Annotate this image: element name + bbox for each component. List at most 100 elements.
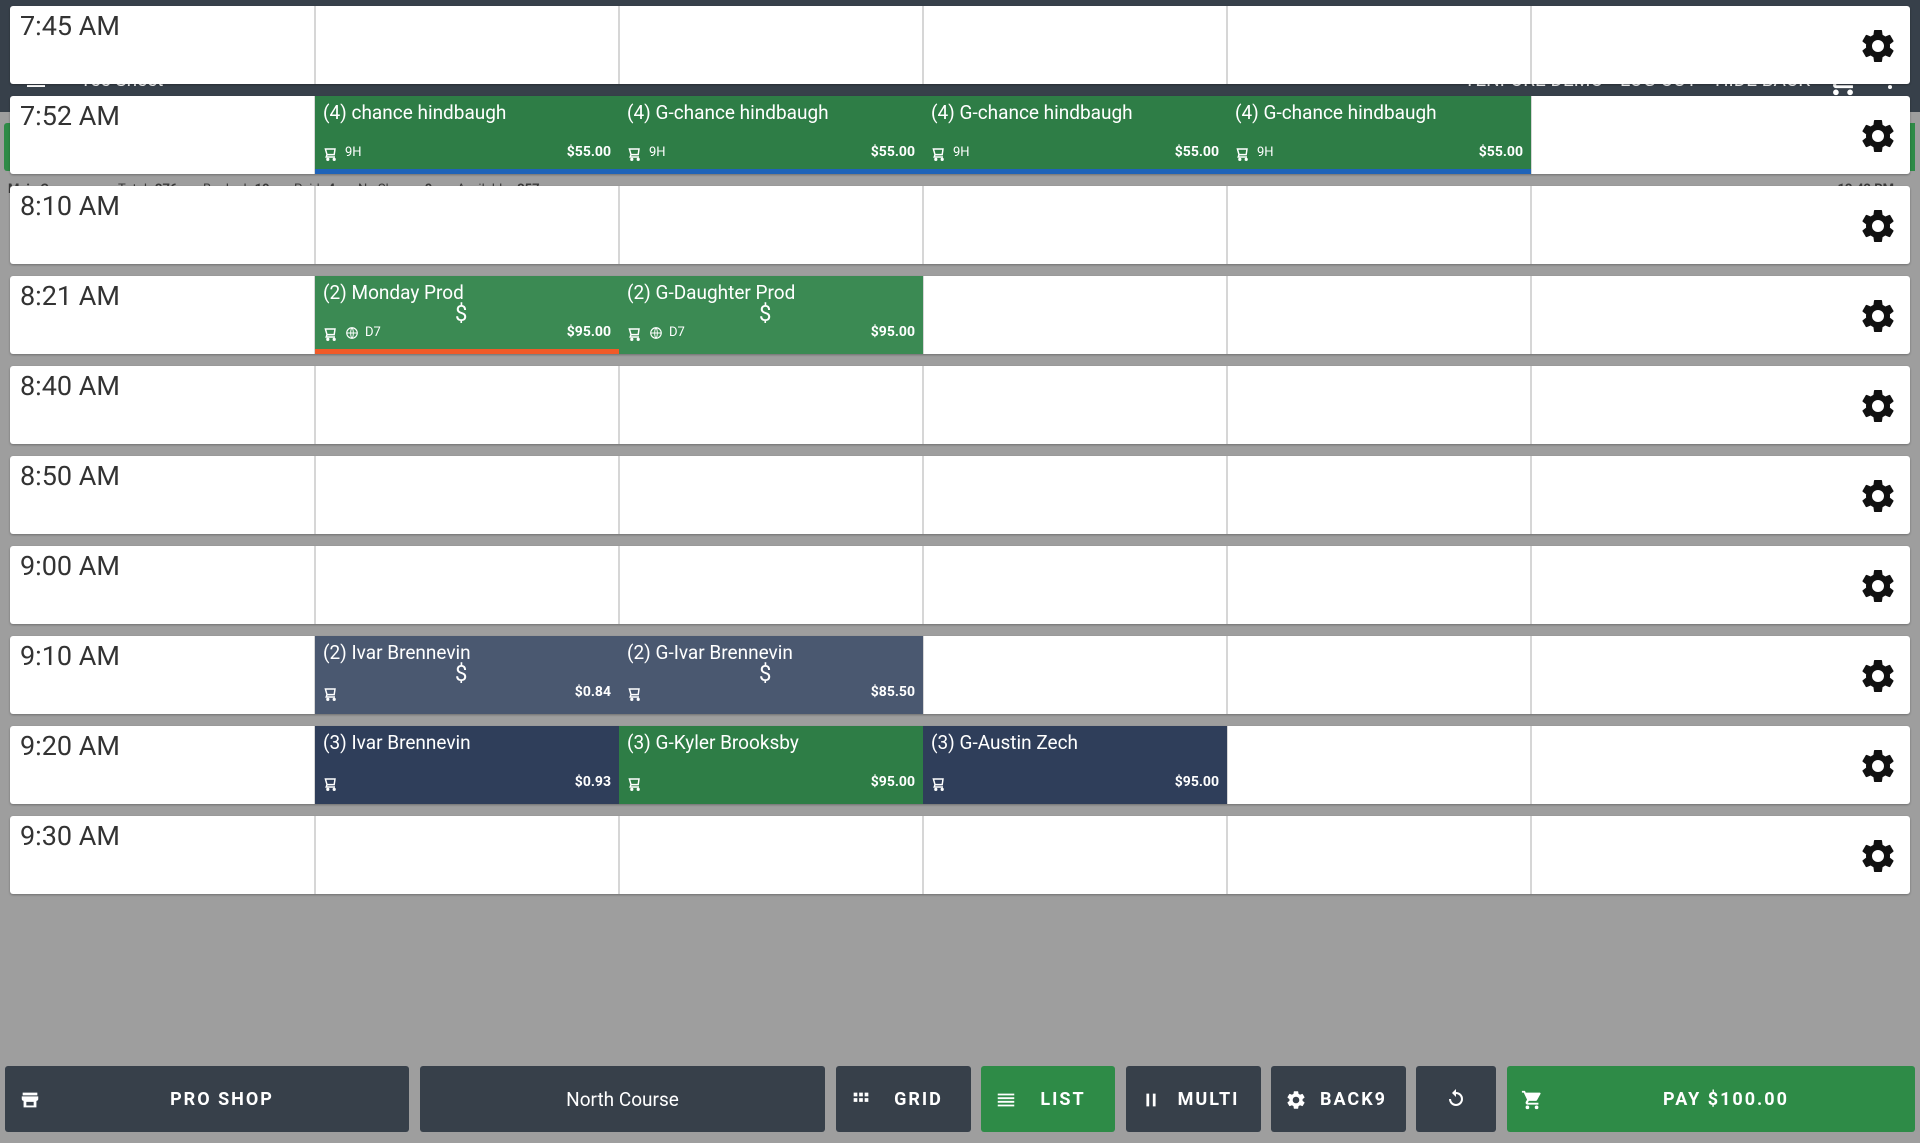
- column-divider: [618, 546, 620, 624]
- booking[interactable]: (2) Monday Prod $ D7 $95.00: [315, 276, 619, 354]
- player-name: (4) G-chance hindbaugh: [627, 101, 829, 124]
- tee-time: 8:50 AM: [20, 460, 120, 492]
- refresh-button[interactable]: [1416, 1066, 1496, 1132]
- booking[interactable]: (4) G-chance hindbaugh 9H $55.00: [1227, 96, 1531, 174]
- globe-icon: [346, 327, 358, 339]
- player-name: (4) G-chance hindbaugh: [931, 101, 1133, 124]
- slot-tag: 9H: [953, 145, 970, 160]
- footer-button[interactable]: PRO SHOP: [5, 1066, 409, 1132]
- button-label: LIST: [1040, 1088, 1086, 1110]
- price: $95.00: [870, 324, 915, 340]
- booking[interactable]: (2) Ivar Brennevin $ $0.84: [315, 636, 619, 714]
- button-label: MULTI: [1177, 1088, 1240, 1110]
- booking[interactable]: (4) chance hindbaugh 9H $55.00: [315, 96, 619, 174]
- slot-tag: 9H: [649, 145, 666, 160]
- button-label: GRID: [894, 1088, 943, 1110]
- booking[interactable]: (2) G-Daughter Prod $ D7 $95.00: [619, 276, 923, 354]
- column-divider: [1530, 636, 1532, 714]
- tee-time-row: 9:00 AM: [10, 546, 1910, 624]
- tee-time: 8:40 AM: [20, 370, 120, 402]
- footer-button[interactable]: LIST: [981, 1066, 1115, 1132]
- settings-icon: [1862, 29, 1894, 62]
- footer-course-selector[interactable]: North Course: [420, 1066, 825, 1132]
- tee-time: 7:45 AM: [20, 10, 120, 42]
- paid-marker: $: [455, 662, 468, 687]
- booking[interactable]: (2) G-Ivar Brennevin $ $85.50: [619, 636, 923, 714]
- globe-icon: [650, 327, 662, 339]
- column-divider: [314, 6, 316, 84]
- paid-marker: $: [455, 302, 468, 327]
- tee-time-row: 9:20 AM (3) Ivar Brennevin $0.93 (3) G-Kyle…: [10, 726, 1910, 804]
- player-name: (3) G-Kyler Brooksby: [627, 731, 799, 754]
- cart-icon: [324, 688, 336, 701]
- column-divider: [1530, 276, 1532, 354]
- tee-time: 9:00 AM: [20, 550, 120, 582]
- column-divider: [1226, 546, 1228, 624]
- player-name: (3) G-Austin Zech: [931, 731, 1078, 754]
- cart-icon: [324, 778, 336, 791]
- paid-marker: $: [759, 302, 772, 327]
- button-icon: [997, 1093, 1015, 1107]
- refresh-icon: [1449, 1089, 1463, 1106]
- column-divider: [1530, 366, 1532, 444]
- price: $95.00: [566, 324, 611, 340]
- settings-icon: [1862, 569, 1894, 602]
- column-divider: [314, 456, 316, 534]
- column-divider: [1530, 186, 1532, 264]
- booking[interactable]: (3) G-Kyler Brooksby $95.00: [619, 726, 923, 804]
- player-name: (2) G-Daughter Prod: [627, 281, 796, 304]
- tee-time: 7:52 AM: [20, 100, 120, 132]
- tee-time: 9:10 AM: [20, 640, 120, 672]
- column-divider: [1226, 6, 1228, 84]
- column-divider: [314, 816, 316, 894]
- column-divider: [314, 366, 316, 444]
- cart-icon: [324, 148, 336, 161]
- status-bar: [923, 169, 1227, 174]
- status-bar: [315, 349, 619, 354]
- status-bar: [1227, 169, 1531, 174]
- booking[interactable]: (4) G-chance hindbaugh 9H $55.00: [619, 96, 923, 174]
- button-label: PRO SHOP: [170, 1088, 274, 1110]
- booking[interactable]: (4) G-chance hindbaugh 9H $55.00: [923, 96, 1227, 174]
- tee-time: 8:10 AM: [20, 190, 120, 222]
- settings-icon: [1862, 749, 1894, 782]
- column-divider: [1226, 276, 1228, 354]
- column-divider: [618, 6, 620, 84]
- column-divider: [922, 186, 924, 264]
- cart-icon: [932, 778, 944, 791]
- settings-icon: [1862, 389, 1894, 422]
- column-divider: [1530, 546, 1532, 624]
- cart-icon: [628, 328, 640, 341]
- column-divider: [618, 816, 620, 894]
- cart-icon: [628, 778, 640, 791]
- column-divider: [618, 456, 620, 534]
- booking[interactable]: (3) Ivar Brennevin $0.93: [315, 726, 619, 804]
- price: $55.00: [870, 144, 915, 160]
- price: $0.84: [574, 684, 611, 700]
- button-icon: [853, 1092, 869, 1102]
- column-divider: [1530, 816, 1532, 894]
- column-divider: [314, 546, 316, 624]
- column-divider: [922, 546, 924, 624]
- settings-icon: [1862, 299, 1894, 332]
- column-divider: [922, 366, 924, 444]
- footer-button[interactable]: PAY $100.00: [1507, 1066, 1915, 1132]
- price: $55.00: [1478, 144, 1523, 160]
- tee-time-row: 7:45 AM: [10, 6, 1910, 84]
- footer-button[interactable]: MULTI: [1126, 1066, 1261, 1132]
- column-divider: [1530, 6, 1532, 84]
- player-name: (3) Ivar Brennevin: [323, 731, 471, 754]
- column-divider: [1530, 456, 1532, 534]
- footer-button[interactable]: GRID: [836, 1066, 971, 1132]
- settings-icon: [1862, 659, 1894, 692]
- button-icon: [1521, 1090, 1541, 1110]
- footer-button[interactable]: BACK9: [1271, 1066, 1406, 1132]
- column-divider: [1226, 636, 1228, 714]
- slot-tag: 9H: [345, 145, 362, 160]
- booking[interactable]: (3) G-Austin Zech $95.00: [923, 726, 1227, 804]
- slot-tag: D7: [365, 325, 381, 340]
- column-divider: [1226, 366, 1228, 444]
